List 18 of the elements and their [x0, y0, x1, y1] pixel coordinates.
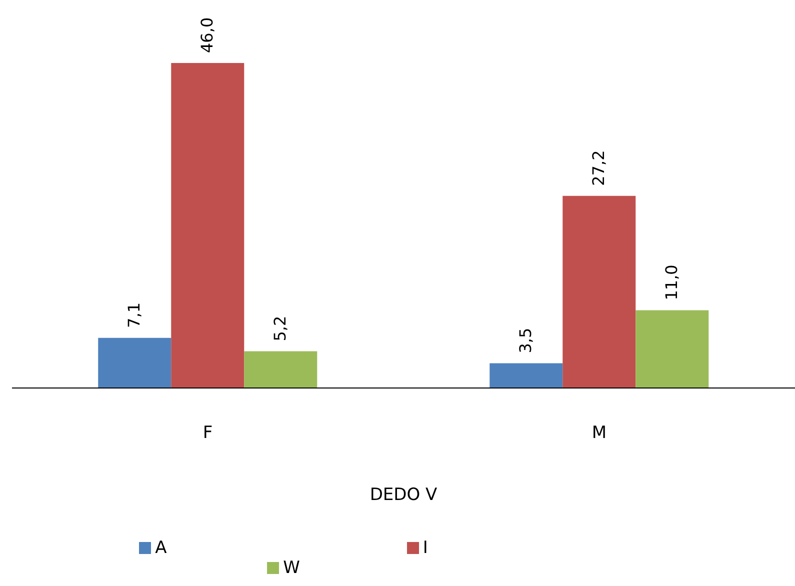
bar: [636, 310, 709, 388]
data-label: 7,1: [124, 302, 144, 328]
data-label: 27,2: [589, 150, 608, 186]
data-label: 46,0: [198, 17, 217, 53]
data-label: 5,2: [270, 316, 290, 342]
bar: [490, 363, 563, 388]
x-axis-title: DEDO V: [370, 485, 438, 506]
bar: [171, 63, 244, 388]
bar: [98, 338, 172, 388]
legend-label: W: [283, 558, 300, 578]
data-label: 3,5: [516, 328, 536, 354]
legend-label: A: [155, 538, 167, 558]
data-label: 11,0: [662, 264, 682, 300]
x-tick-label: M: [592, 423, 607, 444]
legend-label: I: [422, 538, 428, 558]
bar: [244, 351, 318, 388]
x-tick-label: F: [202, 423, 213, 444]
bar: [562, 196, 636, 388]
